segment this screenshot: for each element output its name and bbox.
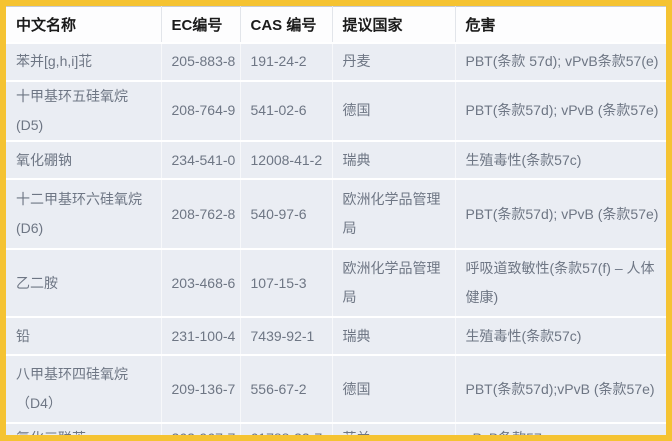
table-row: 氢化三联苯 262-967-7 61788-32-7 芬兰 vPvB条款57e — [6, 423, 666, 435]
cell-hazard: PBT(条款57d);vPvB (条款57e) — [454, 355, 666, 425]
cell-ec: 262-967-7 — [160, 423, 240, 435]
table-header: 中文名称 EC编号 CAS 编号 提议国家 危害 — [6, 6, 666, 44]
cell-ec: 208-764-9 — [160, 80, 240, 143]
cell-cas: 191-24-2 — [239, 42, 332, 82]
column-header-hazard: 危害 — [454, 6, 666, 44]
table-row: 乙二胺 203-468-6 107-15-3 欧洲化学品管理局 呼吸道致敏性(条款57(… — [6, 249, 666, 319]
cell-country: 丹麦 — [331, 42, 455, 82]
cell-name: 十二甲基环六硅氧烷 (D6) — [6, 179, 161, 251]
cell-hazard: vPvB条款57e — [454, 423, 666, 435]
column-header-country: 提议国家 — [331, 6, 455, 44]
cell-hazard: PBT(条款 57d); vPvB条款57(e) — [454, 42, 666, 82]
cell-name: 苯并[g,h,i]苝 — [6, 42, 161, 82]
cell-hazard: PBT(条款57d); vPvB (条款57e) — [454, 80, 666, 143]
cell-cas: 541-02-6 — [239, 80, 332, 143]
table-row: 苯并[g,h,i]苝 205-883-8 191-24-2 丹麦 PBT(条款 57d)… — [6, 42, 666, 82]
table-body: 苯并[g,h,i]苝 205-883-8 191-24-2 丹麦 PBT(条款 57d)… — [6, 42, 666, 435]
cell-hazard: 生殖毒性(条款57c) — [454, 317, 666, 357]
cell-country: 欧洲化学品管理局 — [331, 179, 455, 251]
cell-hazard: 生殖毒性(条款57c) — [454, 141, 666, 181]
cell-name: 乙二胺 — [6, 249, 161, 319]
column-header-cas-number: CAS 编号 — [239, 6, 332, 44]
cell-country: 芬兰 — [331, 423, 455, 435]
cell-name: 铅 — [6, 317, 161, 357]
cell-country: 德国 — [331, 355, 455, 425]
column-header-ec-number: EC编号 — [160, 6, 240, 44]
svhc-substance-table: 中文名称 EC编号 CAS 编号 提议国家 危害 苯并[g,h,i]苝 205-8… — [6, 6, 666, 435]
table-row: 八甲基环四硅氧烷（D4） 209-136-7 556-67-2 德国 PBT(条款57d… — [6, 355, 666, 425]
table-row: 氧化硼钠 234-541-0 12008-41-2 瑞典 生殖毒性(条款57c) — [6, 141, 666, 181]
column-header-chinese-name: 中文名称 — [6, 6, 161, 44]
cell-cas: 107-15-3 — [239, 249, 332, 319]
cell-country: 瑞典 — [331, 317, 455, 357]
header-row: 中文名称 EC编号 CAS 编号 提议国家 危害 — [6, 6, 666, 44]
table-row: 十二甲基环六硅氧烷 (D6) 208-762-8 540-97-6 欧洲化学品管理局 P… — [6, 179, 666, 251]
cell-name: 氧化硼钠 — [6, 141, 161, 181]
cell-ec: 203-468-6 — [160, 249, 240, 319]
cell-cas: 556-67-2 — [239, 355, 332, 425]
cell-cas: 12008-41-2 — [239, 141, 332, 181]
cell-country: 德国 — [331, 80, 455, 143]
table-row: 十甲基环五硅氧烷 (D5) 208-764-9 541-02-6 德国 PBT(条款57… — [6, 80, 666, 143]
cell-name: 氢化三联苯 — [6, 423, 161, 435]
cell-country: 欧洲化学品管理局 — [331, 249, 455, 319]
cell-ec: 205-883-8 — [160, 42, 240, 82]
cell-cas: 540-97-6 — [239, 179, 332, 251]
cell-ec: 234-541-0 — [160, 141, 240, 181]
cell-hazard: PBT(条款57d); vPvB (条款57e) — [454, 179, 666, 251]
cell-ec: 231-100-4 — [160, 317, 240, 357]
cell-country: 瑞典 — [331, 141, 455, 181]
cell-ec: 208-762-8 — [160, 179, 240, 251]
cell-hazard: 呼吸道致敏性(条款57(f) – 人体健康) — [454, 249, 666, 319]
cell-cas: 7439-92-1 — [239, 317, 332, 357]
cell-name: 十甲基环五硅氧烷 (D5) — [6, 80, 161, 143]
cell-ec: 209-136-7 — [160, 355, 240, 425]
cell-name: 八甲基环四硅氧烷（D4） — [6, 355, 161, 425]
cell-cas: 61788-32-7 — [239, 423, 332, 435]
table-row: 铅 231-100-4 7439-92-1 瑞典 生殖毒性(条款57c) — [6, 317, 666, 357]
